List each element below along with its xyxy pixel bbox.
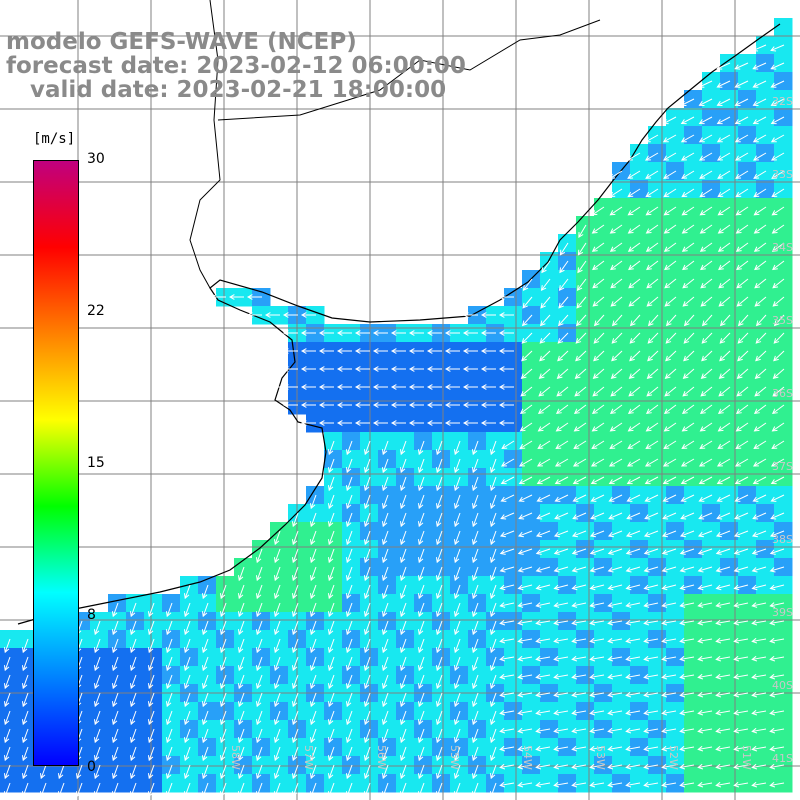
map-title: modelo GEFS-WAVE (NCEP) forecast date: 20… xyxy=(6,30,466,102)
lon-labels: 58W 57W 56W 55W 54W 53W 52W 51W xyxy=(229,745,753,770)
lat-label: 37S xyxy=(772,460,793,473)
lat-label: 36S xyxy=(772,387,793,400)
lat-label: 38S xyxy=(772,533,793,546)
lat-labels: 32S 33S 34S 35S 36S 37S 38S 39S 40S 41S xyxy=(772,95,793,765)
lon-label: 56W xyxy=(375,745,388,770)
lon-label: 53W xyxy=(594,745,607,770)
lat-label: 32S xyxy=(772,95,793,108)
lon-label: 55W xyxy=(448,745,461,770)
colorbar-tick-30: 30 xyxy=(87,151,105,167)
lon-label: 54W xyxy=(521,745,534,770)
lon-label: 51W xyxy=(740,745,753,770)
forecast-date: forecast date: 2023-02-12 06:00:00 xyxy=(6,53,466,79)
coastline xyxy=(17,23,781,625)
lon-label: 52W xyxy=(667,745,680,770)
lon-label: 58W xyxy=(229,745,242,770)
border-line xyxy=(189,0,221,289)
lat-label: 41S xyxy=(772,752,793,765)
colorbar-tick-8: 8 xyxy=(87,607,96,623)
model-name: modelo GEFS-WAVE (NCEP) xyxy=(6,29,357,55)
valid-date: valid date: 2023-02-21 18:00:00 xyxy=(6,77,447,103)
lat-label: 39S xyxy=(772,606,793,619)
colorbar-tick-0: 0 xyxy=(87,759,96,775)
lat-label: 35S xyxy=(772,314,793,327)
lat-label: 33S xyxy=(772,168,793,181)
border-line-2 xyxy=(217,19,601,121)
colorbar-tick-15: 15 xyxy=(87,455,105,471)
colorbar xyxy=(33,160,79,766)
lon-label: 57W xyxy=(302,745,315,770)
lat-label: 34S xyxy=(772,241,793,254)
lat-label: 40S xyxy=(772,679,793,692)
colorbar-tick-22: 22 xyxy=(87,303,105,319)
colorbar-unit: [m/s] xyxy=(33,131,76,147)
